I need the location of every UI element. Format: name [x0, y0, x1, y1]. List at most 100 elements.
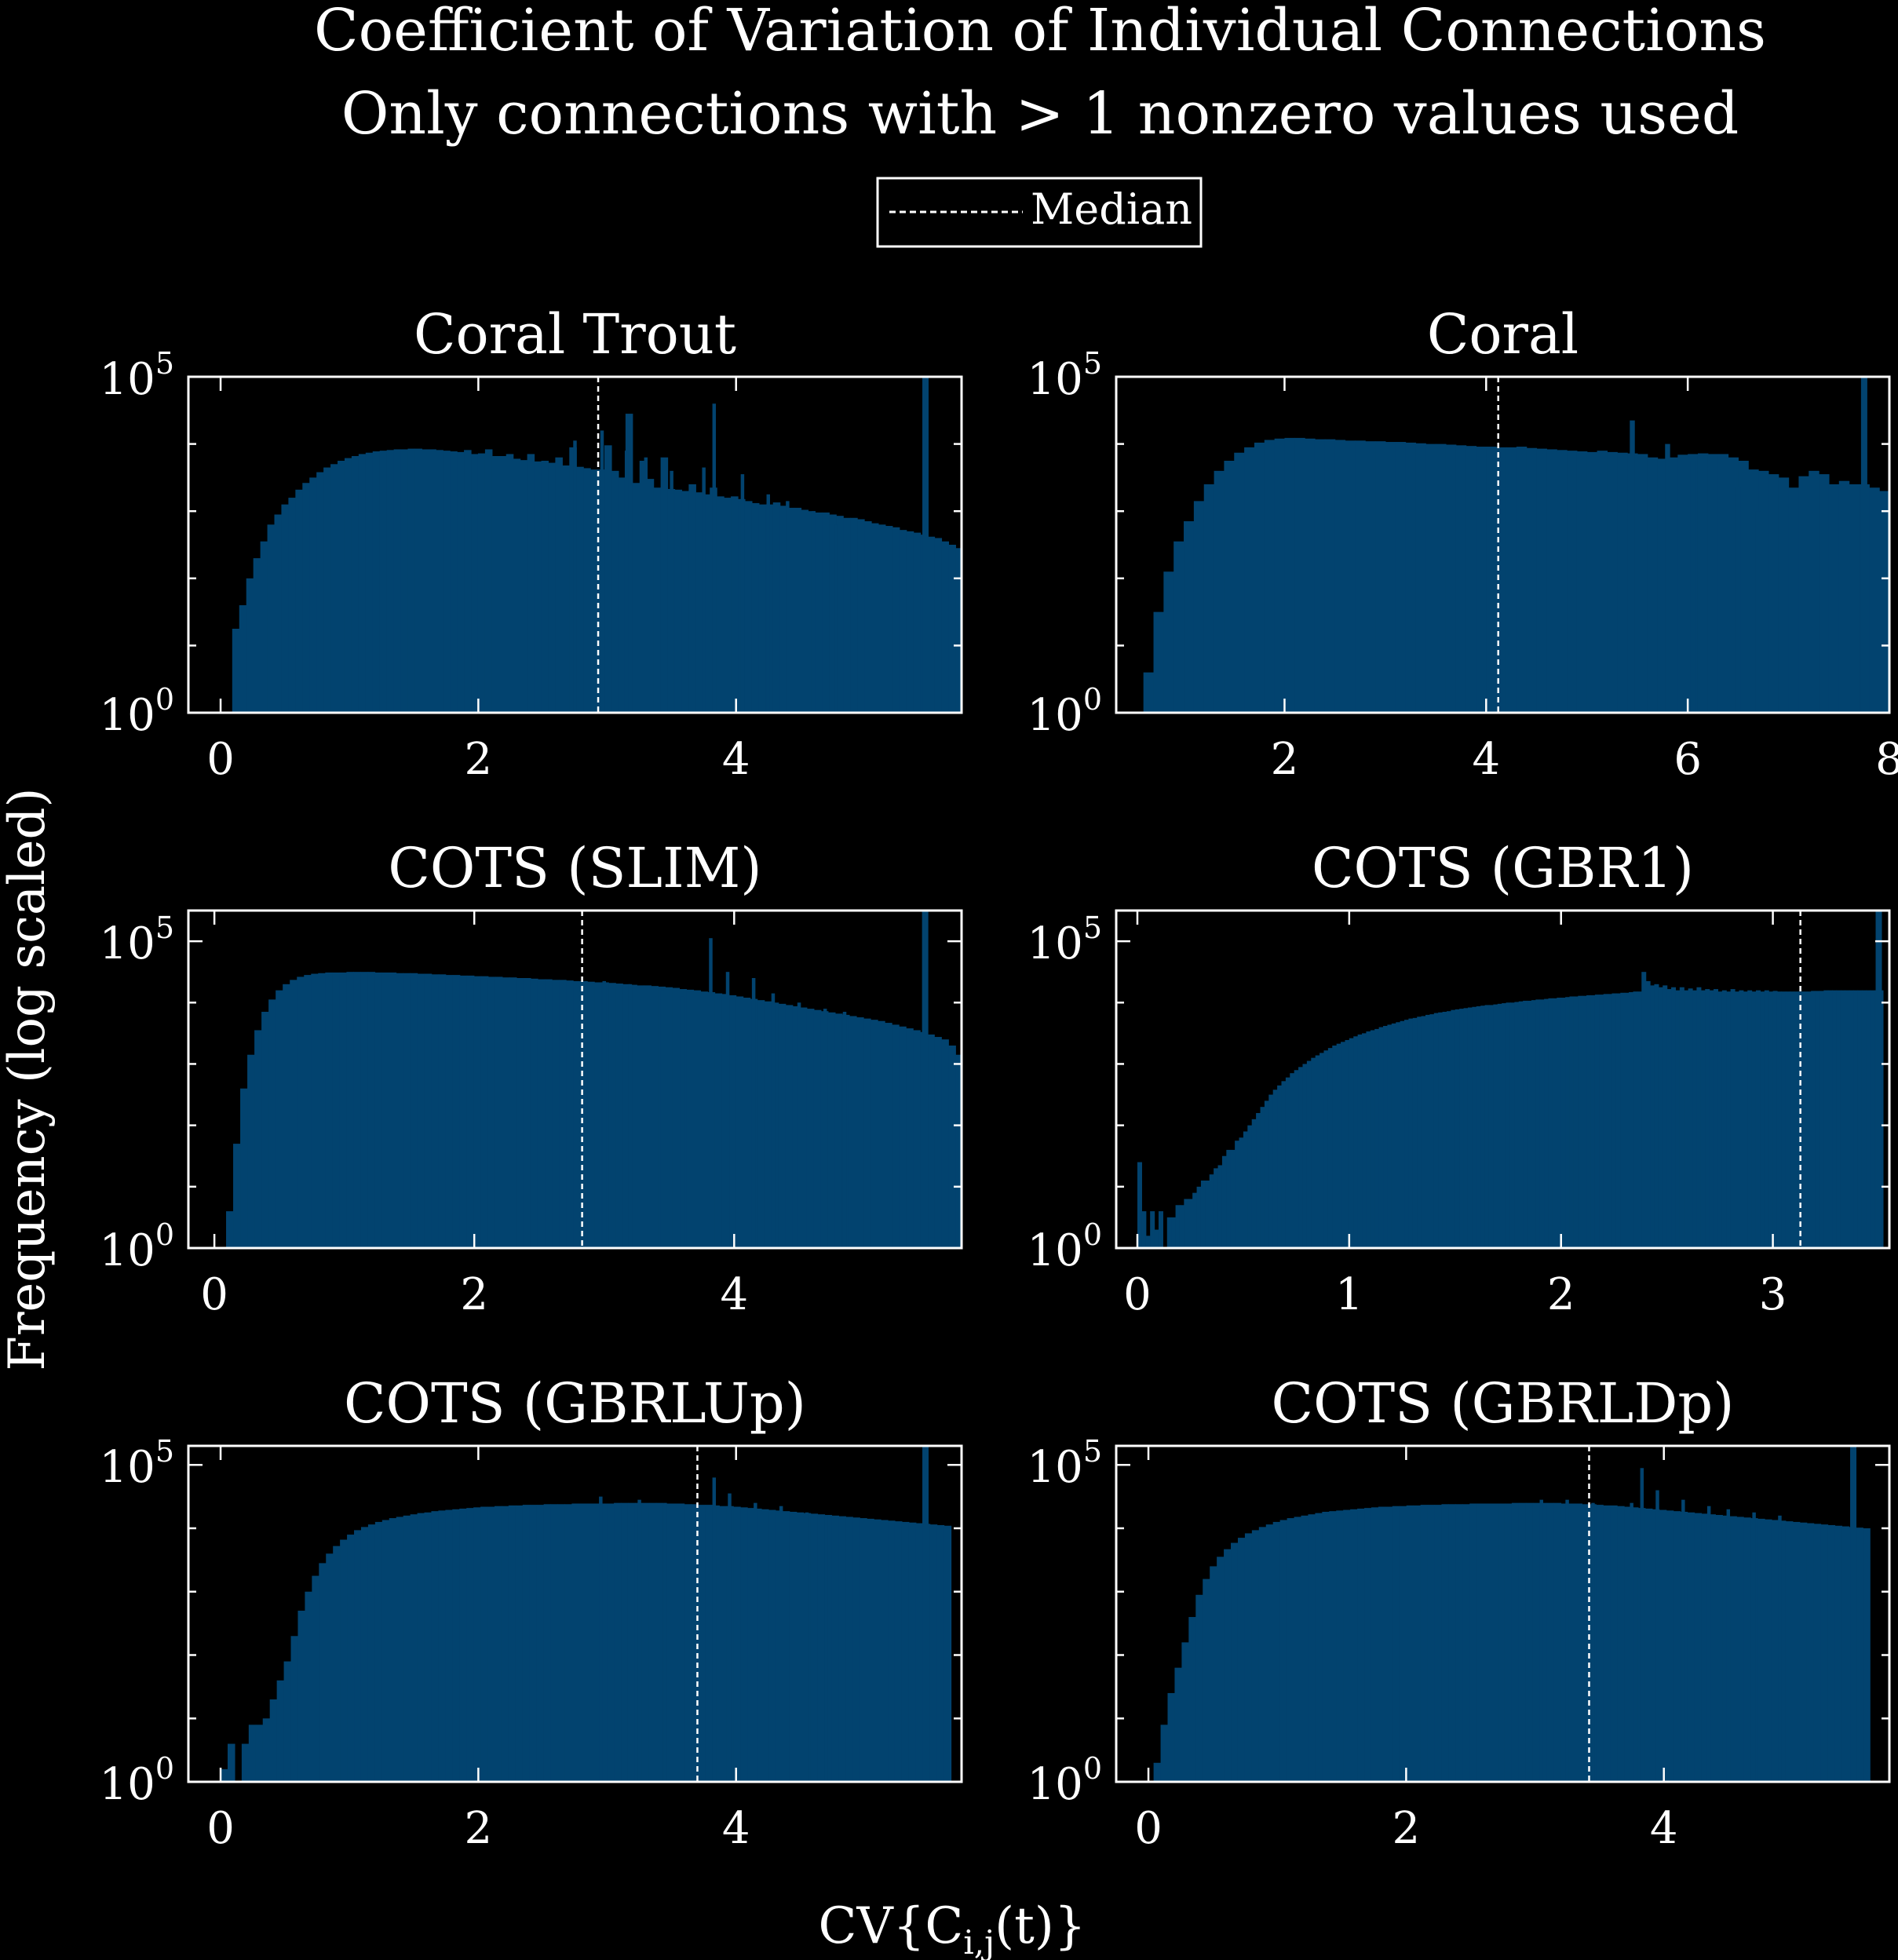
histogram-bar: [1738, 461, 1749, 713]
histogram-bar: [863, 1018, 871, 1248]
histogram-bar: [541, 461, 549, 713]
histogram-spike: [573, 440, 577, 713]
histogram-bar: [1209, 1174, 1214, 1248]
histogram-bar: [1413, 1505, 1422, 1782]
histogram-bar: [1491, 1503, 1498, 1782]
histogram-bar: [1827, 1524, 1836, 1782]
x-tick-label: 1: [1335, 1269, 1363, 1320]
histogram-bar: [927, 536, 936, 713]
histogram-bar: [1573, 996, 1579, 1248]
histogram-bar: [712, 1505, 720, 1782]
histogram-edge-spike: [922, 911, 929, 1248]
histogram-spike: [823, 1009, 827, 1248]
histogram-bar: [1806, 991, 1812, 1248]
histogram-bar: [312, 1575, 319, 1782]
x-tick-label: 0: [206, 734, 235, 785]
histogram-bar: [1441, 1504, 1449, 1782]
histogram-bar: [1527, 1000, 1532, 1248]
histogram-bar: [297, 976, 305, 1248]
histogram-bar: [714, 993, 723, 1248]
histogram-bar: [740, 1507, 748, 1782]
histogram-bar: [1244, 447, 1255, 713]
histogram-bar: [1472, 1006, 1477, 1248]
histogram-bar: [1535, 999, 1541, 1248]
histogram-bar: [695, 492, 703, 713]
histogram-bar: [1633, 991, 1638, 1248]
histogram-bar: [1603, 994, 1608, 1248]
histogram-bar: [684, 1504, 692, 1782]
y-tick-label: 100: [100, 1217, 174, 1276]
histogram-bar: [346, 972, 355, 1248]
histogram-bar: [1599, 995, 1604, 1248]
histogram-bar: [860, 1518, 867, 1782]
histogram-bar: [1173, 541, 1184, 713]
histogram-bar: [513, 458, 521, 713]
histogram-bar: [1311, 1057, 1316, 1248]
histogram-bar: [1650, 985, 1655, 1248]
histogram-bar: [908, 1522, 917, 1782]
x-tick-label: 4: [1472, 734, 1500, 785]
histogram-bar: [400, 449, 409, 713]
histogram-bar: [529, 1505, 538, 1782]
histogram-bar: [906, 531, 914, 713]
histogram-bar: [1531, 1000, 1536, 1248]
histogram-bar: [1336, 1043, 1341, 1248]
histogram-bar: [226, 1211, 234, 1248]
panel-title: COTS (GBRLUp): [344, 1371, 806, 1436]
histogram-bar: [761, 1509, 769, 1782]
histogram-bar: [1743, 991, 1748, 1248]
histogram-bar: [1586, 995, 1592, 1248]
histogram-spike: [779, 1506, 783, 1782]
histogram-bar: [871, 523, 879, 713]
histogram-bar: [1667, 457, 1678, 713]
histogram-bar: [1516, 447, 1528, 713]
histogram-bar: [627, 1502, 636, 1782]
y-tick-label-base: 10: [1027, 918, 1083, 969]
histogram-bar: [1188, 1617, 1196, 1782]
histogram-bar: [566, 980, 574, 1248]
histogram-bar: [1647, 457, 1659, 713]
y-tick-label-base: 10: [100, 354, 155, 405]
histogram-bar: [1399, 1506, 1407, 1782]
histogram-bar: [1217, 1557, 1225, 1782]
histogram-bar: [311, 973, 319, 1248]
histogram-bar: [1284, 437, 1295, 713]
histogram-bar: [351, 456, 360, 713]
histogram-bar: [261, 1012, 269, 1248]
histogram-bar: [644, 985, 652, 1248]
histogram-bar: [834, 1013, 843, 1248]
histogram-bar: [845, 1517, 853, 1782]
histogram-bar: [1560, 998, 1566, 1248]
histogram-bar: [1193, 501, 1205, 713]
histogram-bar: [1355, 440, 1366, 713]
histogram-bar: [1256, 1113, 1261, 1248]
histogram-bar: [1205, 1181, 1210, 1248]
histogram-bar: [787, 507, 795, 713]
histogram-bar: [1272, 1089, 1278, 1248]
histogram-bar: [1203, 484, 1215, 713]
histogram-bar: [850, 517, 858, 713]
histogram-bar: [316, 472, 324, 713]
histogram-bar: [944, 1525, 952, 1782]
histogram-bar: [1451, 1009, 1456, 1248]
histogram-bar: [1721, 990, 1727, 1248]
histogram-bar: [703, 494, 710, 713]
histogram-bar: [735, 996, 744, 1248]
histogram-bar: [1546, 1502, 1555, 1782]
histogram-bar: [534, 461, 542, 713]
histogram-bar: [1688, 988, 1693, 1248]
histogram-bar: [1717, 454, 1729, 713]
histogram-bar: [1743, 1517, 1751, 1782]
histogram-bar: [775, 1510, 783, 1782]
histogram-bar: [1790, 991, 1795, 1248]
histogram-bar: [1329, 1511, 1337, 1782]
histogram-bar: [719, 1506, 727, 1782]
histogram-bar: [381, 1520, 390, 1782]
histogram-bar: [1841, 1526, 1849, 1782]
x-tick-label: 4: [722, 734, 750, 785]
histogram-bar: [1539, 999, 1545, 1248]
y-tick-label: 100: [1027, 682, 1102, 741]
y-tick-label: 105: [100, 911, 174, 969]
histogram-bar: [1869, 487, 1880, 713]
histogram-spike: [728, 1493, 732, 1782]
